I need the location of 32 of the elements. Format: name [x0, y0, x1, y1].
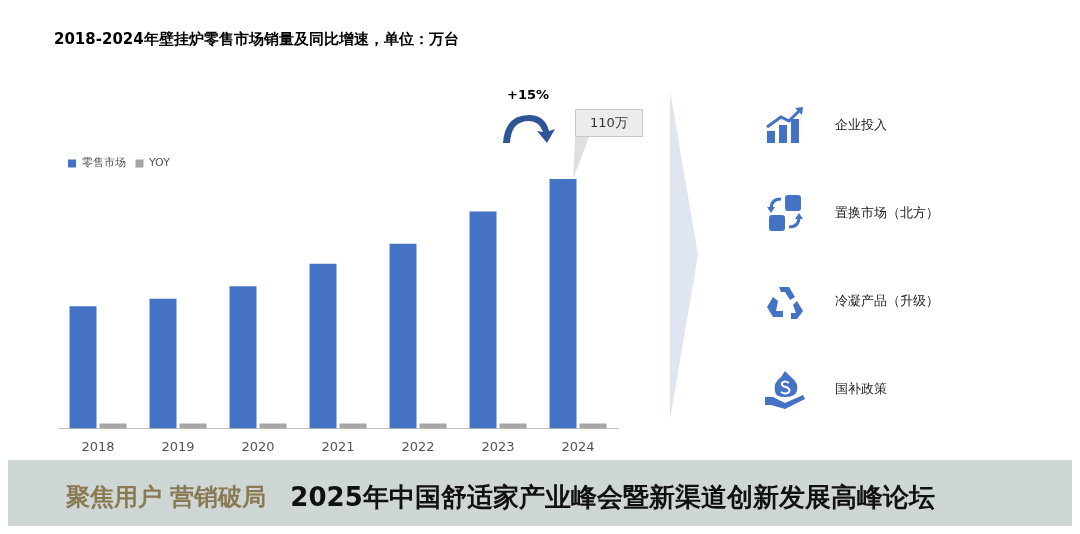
text: 置换市场（北方）: [835, 204, 939, 222]
text: 企业投入: [835, 116, 887, 134]
x-tick-label: 2019: [161, 438, 195, 454]
bar: [309, 263, 337, 429]
bar: [99, 423, 127, 429]
x-tick-label: 2022: [401, 438, 435, 454]
text: +15%: [506, 87, 550, 102]
x-tick-label: 2021: [321, 438, 355, 454]
text: 110万: [575, 109, 643, 137]
bar: [389, 243, 417, 429]
bar: [179, 423, 207, 429]
bar: [419, 423, 447, 429]
legend-label: 零售市场: [81, 156, 126, 170]
bar: [69, 306, 97, 429]
bar: [229, 286, 257, 429]
bar: [469, 211, 497, 429]
text: 国补政策: [835, 380, 887, 398]
bar: [149, 298, 177, 429]
x-tick-label: 2023: [481, 438, 515, 454]
x-tick-label: 2018: [81, 438, 115, 454]
chart-title: 2018-2024年壁挂炉零售市场销量及同比增速，单位：万台: [54, 30, 459, 49]
text: 冷凝产品（升级）: [835, 292, 939, 310]
x-tick-label: 2024: [561, 438, 595, 454]
bar: [549, 179, 577, 429]
bar: [339, 423, 367, 429]
bar: [499, 423, 527, 429]
text: 2025年中国舒适家产业峰会暨新渠道创新发展高峰论坛: [290, 480, 935, 514]
bar: [259, 423, 287, 429]
bar: [579, 423, 607, 429]
text: 聚焦用户 营销破局: [66, 482, 267, 513]
x-tick-label: 2020: [241, 438, 275, 454]
legend-label: YOY: [148, 156, 171, 170]
